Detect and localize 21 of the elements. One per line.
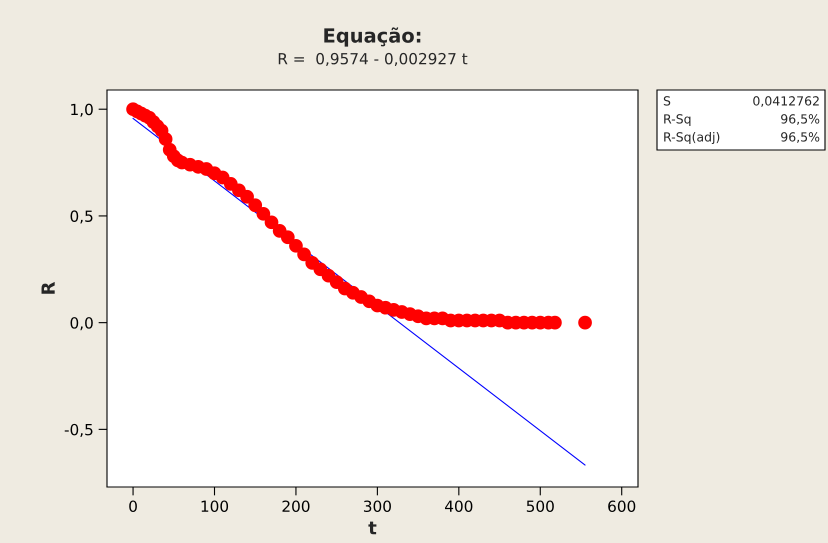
x-tick-label: 600 (608, 500, 636, 512)
y-tick-label: -0,5 (64, 424, 92, 437)
text: R-Sq(adj) (664, 132, 720, 144)
y-axis-title: R (42, 282, 55, 294)
text: R-Sq (664, 114, 690, 126)
x-tick-label: 200 (282, 500, 310, 512)
x-axis-title: t (368, 522, 376, 534)
x-tick-label: 300 (364, 500, 391, 512)
text: 96,5% (781, 114, 820, 125)
text: 96,5% (781, 132, 820, 143)
chart-subtitle: R = 0,9574 - 0,002927 t (278, 52, 468, 66)
text: S (664, 96, 670, 106)
x-tick-label: 400 (444, 500, 472, 512)
text: 0,0412762 (753, 96, 819, 107)
y-tick-label: 1,0 (71, 104, 93, 117)
x-tick-label: 100 (202, 500, 228, 512)
y-tick-label: 0,0 (70, 317, 93, 330)
x-tick-label: 500 (526, 500, 554, 512)
chart-title: Equação: (324, 27, 420, 47)
x-tick-label: 0 (129, 500, 137, 512)
y-tick-label: 0,5 (70, 210, 92, 224)
